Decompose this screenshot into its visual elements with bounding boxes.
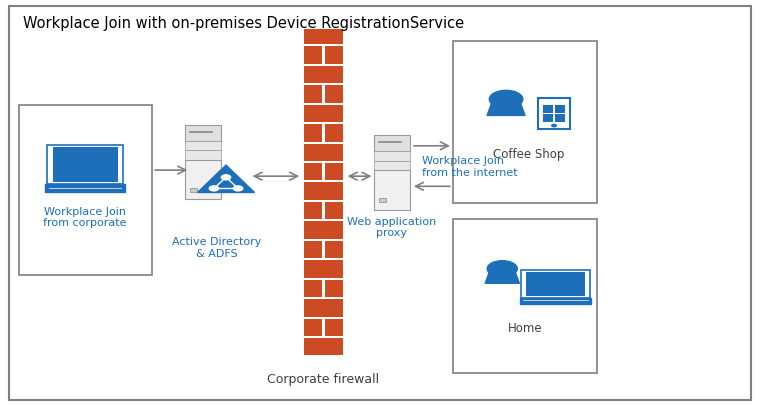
Bar <box>304 318 322 336</box>
Bar <box>326 124 343 142</box>
Circle shape <box>489 90 523 108</box>
Bar <box>47 145 123 184</box>
Bar <box>374 170 410 210</box>
Bar <box>521 270 590 298</box>
Bar <box>185 141 221 150</box>
Circle shape <box>552 124 556 127</box>
Text: Workplace Join
from corporate: Workplace Join from corporate <box>43 207 127 228</box>
Text: Coffee Shop: Coffee Shop <box>493 148 565 161</box>
Bar <box>326 318 343 336</box>
Circle shape <box>487 261 517 277</box>
Text: Home: Home <box>508 322 543 335</box>
Bar <box>304 124 322 142</box>
Bar <box>304 104 342 122</box>
Circle shape <box>221 175 231 180</box>
Bar <box>304 46 322 64</box>
Bar <box>304 280 322 297</box>
Bar <box>326 163 343 181</box>
Bar <box>374 134 410 151</box>
Bar <box>326 280 343 297</box>
Polygon shape <box>487 100 525 115</box>
Bar <box>326 241 343 258</box>
Circle shape <box>234 186 243 191</box>
Bar <box>543 105 553 113</box>
Bar <box>555 114 565 122</box>
Bar <box>304 30 342 44</box>
Bar <box>304 163 322 181</box>
Bar <box>374 160 410 170</box>
Bar <box>185 125 221 141</box>
Bar <box>374 151 410 160</box>
Text: Active Directory
& ADFS: Active Directory & ADFS <box>172 237 262 258</box>
Bar <box>190 188 197 192</box>
Bar <box>543 114 553 122</box>
Bar <box>526 272 585 296</box>
Bar <box>326 46 343 64</box>
Polygon shape <box>198 165 254 192</box>
Bar <box>304 260 342 278</box>
Bar <box>304 222 342 239</box>
Bar <box>304 241 322 258</box>
Text: Workplace Join
from the internet: Workplace Join from the internet <box>422 156 518 177</box>
Bar <box>538 98 570 129</box>
Bar <box>304 183 342 200</box>
Bar <box>304 299 342 317</box>
Bar <box>453 40 597 202</box>
Bar <box>326 202 343 220</box>
Bar <box>379 198 386 202</box>
Bar <box>304 66 342 83</box>
Polygon shape <box>486 269 519 283</box>
Bar <box>185 150 221 160</box>
Text: Web application
proxy: Web application proxy <box>347 217 437 238</box>
Bar <box>304 144 342 161</box>
Bar <box>53 147 118 181</box>
Bar <box>520 298 591 304</box>
Circle shape <box>209 186 218 191</box>
Bar <box>555 105 565 113</box>
Bar <box>185 160 221 200</box>
Bar <box>304 85 322 102</box>
Text: Corporate firewall: Corporate firewall <box>267 373 380 386</box>
Text: Workplace Join with on-premises Device RegistrationService: Workplace Join with on-premises Device R… <box>23 16 464 31</box>
Bar <box>304 202 322 220</box>
Bar <box>453 219 597 373</box>
Bar <box>46 184 125 192</box>
Bar <box>304 338 342 356</box>
Bar <box>326 85 343 102</box>
Bar <box>19 105 152 275</box>
